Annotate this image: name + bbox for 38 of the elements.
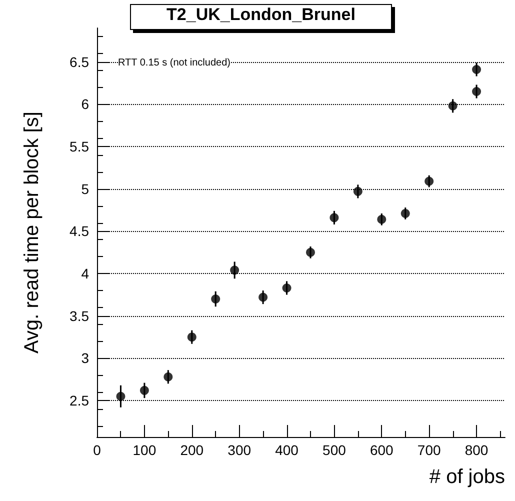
x-tick-label: 600 bbox=[370, 442, 394, 458]
y-axis-title: Avg. read time per block [s] bbox=[21, 112, 43, 354]
y-tick-label: 5 bbox=[81, 180, 90, 197]
y-tick-label: 4.5 bbox=[70, 223, 90, 240]
y-tick-label: 3 bbox=[81, 350, 90, 366]
x-tick-label: 0 bbox=[93, 442, 102, 458]
point bbox=[258, 292, 268, 302]
y-tick-label: 6.5 bbox=[70, 54, 90, 70]
point bbox=[230, 266, 240, 275]
x-tick-label: 700 bbox=[417, 442, 441, 458]
point bbox=[472, 87, 482, 96]
point bbox=[400, 208, 410, 218]
x-tick-label: 800 bbox=[464, 442, 488, 458]
x-tick-label: 300 bbox=[228, 442, 252, 458]
y-tick-label: 4 bbox=[81, 266, 90, 282]
point bbox=[116, 392, 126, 401]
point bbox=[306, 248, 315, 257]
x-tick-label: 100 bbox=[132, 442, 156, 458]
point bbox=[211, 294, 220, 304]
x-tick-label: 500 bbox=[322, 442, 346, 458]
point bbox=[282, 283, 292, 292]
y-tick-label: 2.5 bbox=[70, 392, 90, 409]
y-tick-label: 3.5 bbox=[70, 308, 90, 324]
point bbox=[187, 332, 196, 342]
x-axis-title: # of jobs bbox=[429, 466, 505, 488]
point bbox=[377, 214, 386, 224]
point bbox=[140, 386, 149, 395]
x-tick-label: 200 bbox=[180, 442, 204, 458]
y-tick-label: 5.5 bbox=[70, 138, 90, 155]
point bbox=[448, 101, 458, 110]
point bbox=[164, 372, 173, 382]
point bbox=[353, 186, 362, 196]
y-tick-label: 6 bbox=[81, 96, 90, 112]
annotation: RTT 0.15 s (not included) bbox=[118, 58, 230, 68]
x-tick-label: 400 bbox=[275, 442, 299, 458]
point bbox=[330, 213, 339, 222]
point bbox=[472, 64, 482, 74]
point bbox=[424, 176, 434, 186]
